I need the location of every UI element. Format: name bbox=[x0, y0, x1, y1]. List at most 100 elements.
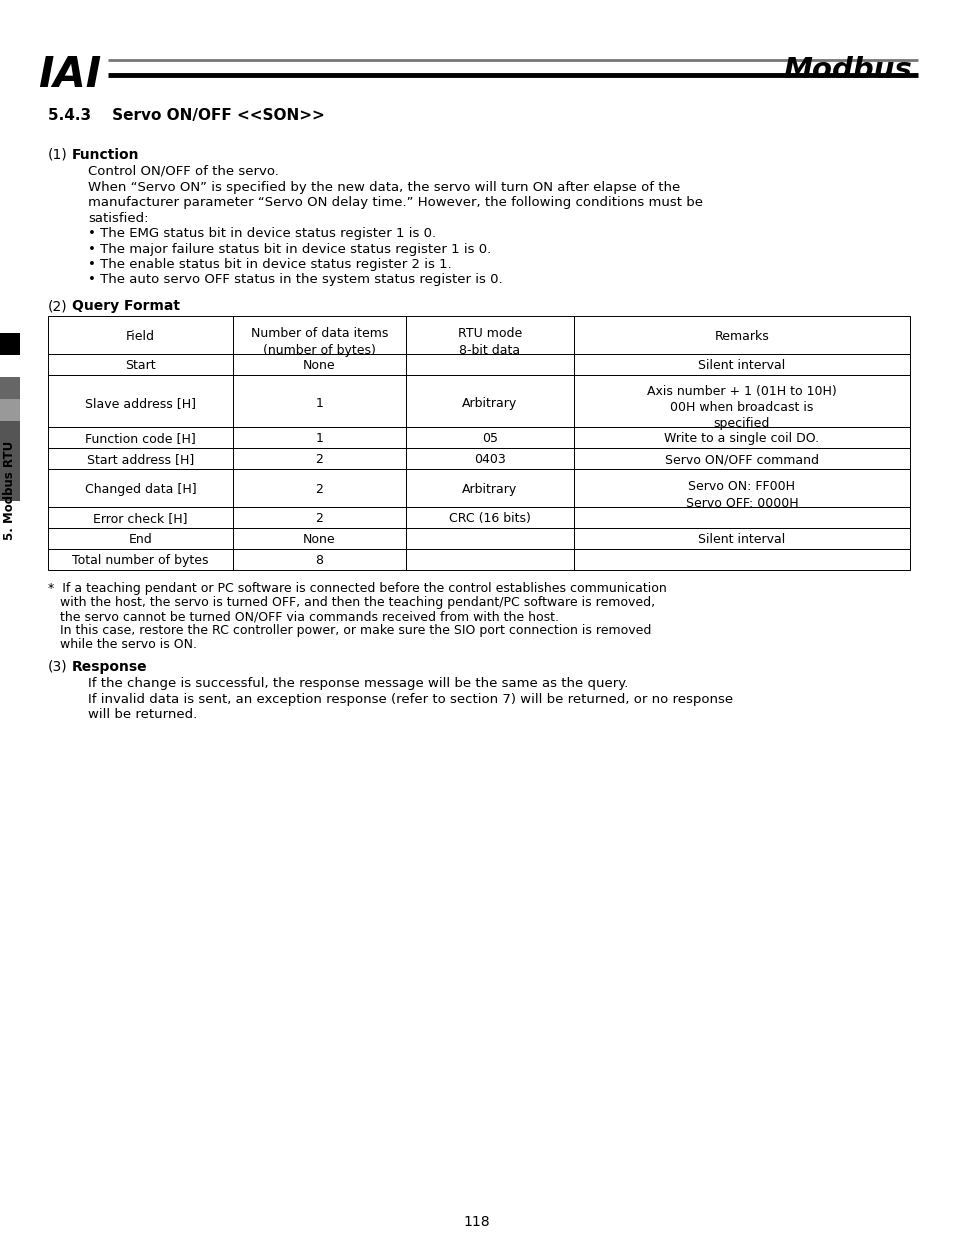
Text: satisfied:: satisfied: bbox=[88, 211, 149, 225]
Text: Slave address [H]: Slave address [H] bbox=[85, 398, 196, 410]
Bar bbox=[573, 448, 909, 469]
Text: Start: Start bbox=[125, 359, 155, 372]
Text: Silent interval: Silent interval bbox=[698, 534, 784, 546]
Bar bbox=[405, 427, 573, 448]
Bar bbox=[0, 421, 20, 501]
Text: 00H when broadcast is: 00H when broadcast is bbox=[670, 401, 813, 414]
Text: Total number of bytes: Total number of bytes bbox=[72, 555, 209, 567]
Text: Error check [H]: Error check [H] bbox=[93, 513, 188, 525]
Bar bbox=[233, 375, 405, 427]
Text: Function code [H]: Function code [H] bbox=[85, 432, 195, 445]
Text: Arbitrary: Arbitrary bbox=[461, 483, 517, 496]
Text: *  If a teaching pendant or PC software is connected before the control establis: * If a teaching pendant or PC software i… bbox=[48, 582, 666, 595]
Bar bbox=[0, 377, 20, 399]
Text: None: None bbox=[303, 359, 335, 372]
Bar bbox=[233, 316, 405, 354]
Text: specified: specified bbox=[713, 417, 769, 430]
Bar bbox=[573, 375, 909, 427]
Text: (2): (2) bbox=[48, 299, 68, 312]
Text: (3): (3) bbox=[48, 659, 68, 674]
Text: CRC (16 bits): CRC (16 bits) bbox=[448, 513, 530, 525]
Text: 1: 1 bbox=[315, 398, 323, 410]
Text: Function: Function bbox=[71, 148, 139, 162]
Bar bbox=[573, 354, 909, 375]
Bar bbox=[405, 448, 573, 469]
Bar bbox=[233, 550, 405, 571]
Bar bbox=[48, 550, 233, 571]
Bar bbox=[573, 469, 909, 508]
Bar bbox=[405, 550, 573, 571]
Text: Start address [H]: Start address [H] bbox=[87, 453, 194, 466]
Bar bbox=[0, 333, 20, 354]
Text: • The enable status bit in device status register 2 is 1.: • The enable status bit in device status… bbox=[88, 258, 452, 270]
Bar bbox=[405, 508, 573, 529]
Text: (1): (1) bbox=[48, 148, 68, 162]
Text: 2: 2 bbox=[315, 483, 323, 496]
Bar bbox=[48, 375, 233, 427]
Bar bbox=[233, 448, 405, 469]
Bar bbox=[48, 469, 233, 508]
Text: manufacturer parameter “Servo ON delay time.” However, the following conditions : manufacturer parameter “Servo ON delay t… bbox=[88, 196, 702, 209]
Text: Modbus: Modbus bbox=[782, 56, 911, 84]
Text: • The major failure status bit in device status register 1 is 0.: • The major failure status bit in device… bbox=[88, 242, 491, 256]
Text: When “Servo ON” is specified by the new data, the servo will turn ON after elaps: When “Servo ON” is specified by the new … bbox=[88, 180, 679, 194]
Text: IAI: IAI bbox=[38, 54, 101, 96]
Text: End: End bbox=[129, 534, 152, 546]
Bar bbox=[573, 550, 909, 571]
Bar bbox=[48, 316, 233, 354]
Bar bbox=[48, 354, 233, 375]
Bar bbox=[233, 529, 405, 550]
Text: 8: 8 bbox=[315, 555, 323, 567]
Bar bbox=[48, 448, 233, 469]
Text: • The EMG status bit in device status register 1 is 0.: • The EMG status bit in device status re… bbox=[88, 227, 436, 240]
Text: Servo OFF: 0000H: Servo OFF: 0000H bbox=[685, 496, 798, 510]
Bar bbox=[573, 316, 909, 354]
Bar bbox=[233, 508, 405, 529]
Text: Servo ON/OFF command: Servo ON/OFF command bbox=[664, 453, 818, 466]
Bar bbox=[48, 508, 233, 529]
Text: 0403: 0403 bbox=[474, 453, 505, 466]
Text: 118: 118 bbox=[463, 1215, 490, 1229]
Text: 1: 1 bbox=[315, 432, 323, 445]
Bar bbox=[233, 354, 405, 375]
Text: Number of data items: Number of data items bbox=[251, 327, 388, 340]
Text: RTU mode: RTU mode bbox=[457, 327, 521, 340]
Text: Field: Field bbox=[126, 331, 155, 343]
Text: Remarks: Remarks bbox=[714, 331, 768, 343]
Text: (number of bytes): (number of bytes) bbox=[263, 345, 375, 357]
Text: Changed data [H]: Changed data [H] bbox=[85, 483, 196, 496]
Bar bbox=[0, 399, 20, 421]
Text: 8-bit data: 8-bit data bbox=[458, 345, 519, 357]
Text: Control ON/OFF of the servo.: Control ON/OFF of the servo. bbox=[88, 165, 278, 178]
Text: Response: Response bbox=[71, 659, 148, 674]
Text: the servo cannot be turned ON/OFF via commands received from with the host.: the servo cannot be turned ON/OFF via co… bbox=[48, 610, 558, 622]
Text: If the change is successful, the response message will be the same as the query.: If the change is successful, the respons… bbox=[88, 677, 628, 690]
Text: while the servo is ON.: while the servo is ON. bbox=[48, 638, 196, 651]
Bar bbox=[405, 529, 573, 550]
Text: 2: 2 bbox=[315, 453, 323, 466]
Bar bbox=[233, 469, 405, 508]
Text: If invalid data is sent, an exception response (refer to section 7) will be retu: If invalid data is sent, an exception re… bbox=[88, 693, 732, 705]
Text: Servo ON: FF00H: Servo ON: FF00H bbox=[688, 479, 795, 493]
Bar bbox=[573, 427, 909, 448]
Text: 5.4.3    Servo ON/OFF <<SON>>: 5.4.3 Servo ON/OFF <<SON>> bbox=[48, 107, 324, 124]
Text: 5. Modbus RTU: 5. Modbus RTU bbox=[4, 441, 16, 540]
Text: None: None bbox=[303, 534, 335, 546]
Text: • The auto servo OFF status in the system status register is 0.: • The auto servo OFF status in the syste… bbox=[88, 273, 502, 287]
Text: will be returned.: will be returned. bbox=[88, 708, 197, 721]
Text: Query Format: Query Format bbox=[71, 299, 180, 312]
Text: Axis number + 1 (01H to 10H): Axis number + 1 (01H to 10H) bbox=[646, 385, 836, 398]
Bar bbox=[573, 508, 909, 529]
Text: with the host, the servo is turned OFF, and then the teaching pendant/PC softwar: with the host, the servo is turned OFF, … bbox=[48, 597, 655, 609]
Bar bbox=[405, 375, 573, 427]
Bar bbox=[405, 354, 573, 375]
Text: 05: 05 bbox=[481, 432, 497, 445]
Bar bbox=[405, 316, 573, 354]
Text: Silent interval: Silent interval bbox=[698, 359, 784, 372]
Bar bbox=[233, 427, 405, 448]
Text: 2: 2 bbox=[315, 513, 323, 525]
Bar bbox=[573, 529, 909, 550]
Text: Write to a single coil DO.: Write to a single coil DO. bbox=[663, 432, 819, 445]
Text: In this case, restore the RC controller power, or make sure the SIO port connect: In this case, restore the RC controller … bbox=[48, 624, 651, 637]
Bar bbox=[48, 427, 233, 448]
